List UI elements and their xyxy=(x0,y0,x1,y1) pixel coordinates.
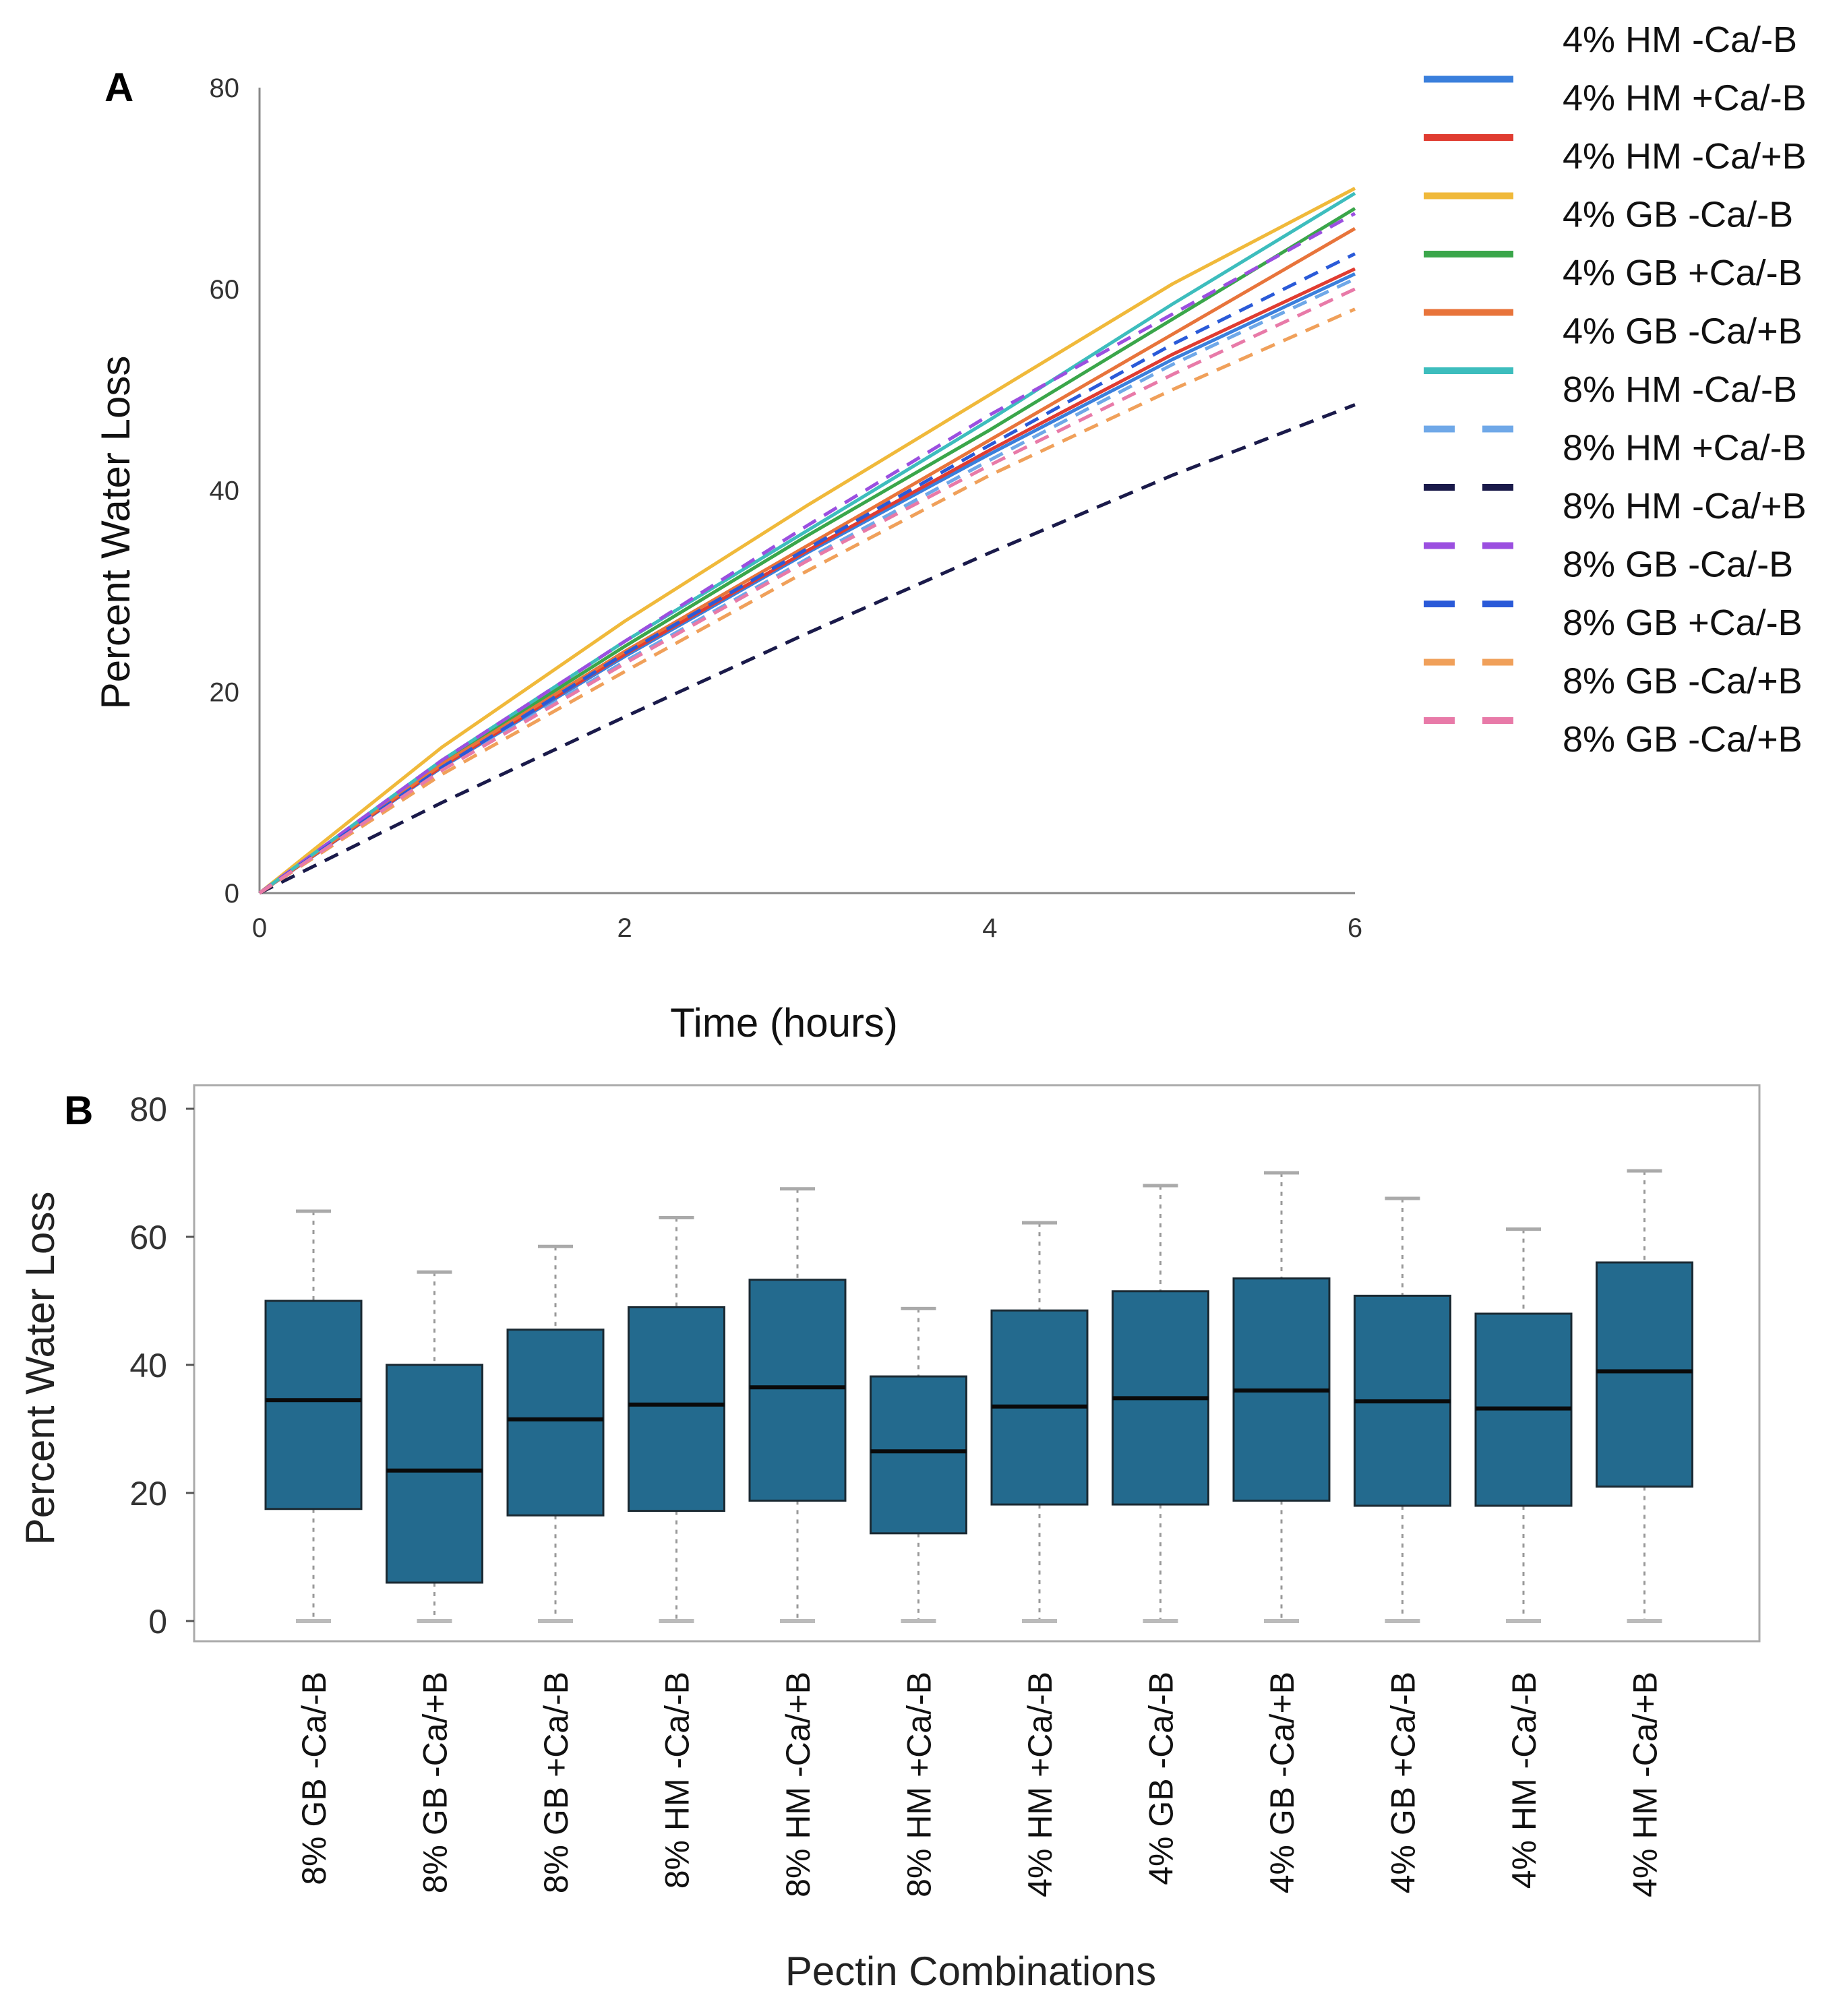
panel-a-series-line xyxy=(258,267,1356,895)
legend-label: 8% GB -Ca/+B xyxy=(1563,661,1803,702)
panel-a-x-tick-label: 4 xyxy=(982,913,997,943)
panel-b-y-tick-label: 0 xyxy=(148,1603,167,1641)
panel-a-series-line xyxy=(258,226,1356,895)
box-3 xyxy=(506,1244,605,1623)
category-label: 8% HM +Ca/-B xyxy=(901,1672,938,1897)
category-label: 8% HM -Ca/+B xyxy=(779,1672,817,1897)
legend-label: 4% HM -Ca/-B xyxy=(1563,20,1797,60)
panel-a-line-chart: A 0 20 40 60 80 0 2 4 6 Time (hours) Percent Wat… xyxy=(93,20,1807,1045)
panel-a-series-lines xyxy=(258,187,1356,895)
category-label: 4% GB -Ca/+B xyxy=(1263,1672,1301,1893)
iqr-box xyxy=(870,1375,967,1535)
panel-a-label: A xyxy=(104,65,133,110)
category-label: 4% GB +Ca/-B xyxy=(1385,1672,1422,1893)
legend-label: 4% HM +Ca/-B xyxy=(1563,78,1807,119)
box-11 xyxy=(1474,1227,1573,1623)
legend-label: 8% HM +Ca/-B xyxy=(1563,428,1807,468)
panel-a-series-line xyxy=(258,403,1356,895)
panel-a-series-line xyxy=(258,287,1356,895)
box-8 xyxy=(1112,1184,1209,1623)
panel-b-boxes xyxy=(264,1169,1693,1623)
panel-b-x-axis-title: Pectin Combinations xyxy=(785,1949,1156,1994)
panel-b-y-axis-title: Percent Water Loss xyxy=(18,1192,63,1546)
category-label: 4% HM -Ca/-B xyxy=(1505,1672,1543,1889)
panel-a-y-tick-label: 60 xyxy=(210,275,240,305)
panel-b-y-tick-label: 60 xyxy=(129,1219,167,1256)
panel-a-legend: 4% HM -Ca/-B 4% HM +Ca/-B 4% HM -Ca/+B 4% G… xyxy=(1424,20,1807,760)
panel-a-series-line xyxy=(258,252,1356,895)
box-6 xyxy=(870,1306,967,1623)
panel-a-ticks: 0 20 40 60 80 0 2 4 6 xyxy=(210,73,1363,943)
panel-b-category-labels: 8% GB -Ca/-B 8% GB -Ca/+B 8% GB +Ca/-B 8% H… xyxy=(295,1672,1664,1897)
iqr-box xyxy=(264,1300,363,1510)
legend-label: 8% GB -Ca/-B xyxy=(1563,545,1793,585)
category-label: 8% HM -Ca/-B xyxy=(659,1672,696,1889)
panel-a-x-axis-title: Time (hours) xyxy=(670,1000,898,1045)
panel-a-series-line xyxy=(258,187,1356,894)
box-1 xyxy=(264,1209,363,1623)
iqr-box xyxy=(506,1328,605,1517)
panel-a-y-tick-label: 20 xyxy=(210,677,240,707)
legend-label: 8% HM -Ca/-B xyxy=(1563,369,1797,410)
panel-a-series-line xyxy=(258,212,1356,895)
panel-a-series-line xyxy=(258,277,1356,895)
box-12 xyxy=(1596,1169,1693,1623)
panel-b-y-tick-label: 20 xyxy=(129,1475,167,1513)
iqr-box xyxy=(1596,1261,1693,1488)
legend-label: 4% GB +Ca/-B xyxy=(1563,253,1803,293)
category-label: 8% GB +Ca/-B xyxy=(537,1672,575,1893)
legend-label: 4% GB -Ca/+B xyxy=(1563,311,1803,352)
box-4 xyxy=(628,1216,725,1623)
category-label: 4% GB -Ca/-B xyxy=(1143,1672,1180,1885)
panel-b-label: B xyxy=(64,1088,93,1133)
panel-b-y-tick-label: 40 xyxy=(129,1347,167,1384)
panel-b-ticks: 0 20 40 60 80 xyxy=(129,1091,194,1641)
category-label: 8% GB -Ca/+B xyxy=(417,1672,454,1893)
box-2 xyxy=(386,1270,483,1623)
box-9 xyxy=(1232,1171,1331,1623)
legend-label: 4% HM -Ca/+B xyxy=(1563,136,1807,177)
iqr-box xyxy=(628,1306,725,1513)
iqr-box xyxy=(748,1279,847,1502)
panel-a-y-tick-label: 0 xyxy=(224,879,239,909)
legend-label: 8% GB -Ca/+B xyxy=(1563,719,1803,760)
legend-label: 8% GB +Ca/-B xyxy=(1563,603,1803,643)
panel-a-x-tick-label: 2 xyxy=(617,913,632,943)
panel-a-x-tick-label: 6 xyxy=(1348,913,1362,943)
panel-a-x-tick-label: 0 xyxy=(252,913,267,943)
panel-b-y-tick-label: 80 xyxy=(129,1091,167,1128)
panel-a-y-tick-label: 40 xyxy=(210,477,240,506)
box-7 xyxy=(990,1221,1089,1623)
panel-a-y-tick-label: 80 xyxy=(210,73,240,103)
box-10 xyxy=(1354,1196,1451,1623)
category-label: 8% GB -Ca/-B xyxy=(295,1672,333,1885)
iqr-box xyxy=(386,1364,483,1584)
panel-a-series-line xyxy=(258,307,1356,895)
legend-label: 8% HM -Ca/+B xyxy=(1563,486,1807,526)
box-5 xyxy=(748,1187,847,1623)
category-label: 4% HM -Ca/+B xyxy=(1627,1672,1664,1897)
category-label: 4% HM +Ca/-B xyxy=(1021,1672,1059,1897)
panel-a-y-axis-title: Percent Water Loss xyxy=(93,356,138,710)
legend-label: 4% GB -Ca/-B xyxy=(1563,195,1793,235)
